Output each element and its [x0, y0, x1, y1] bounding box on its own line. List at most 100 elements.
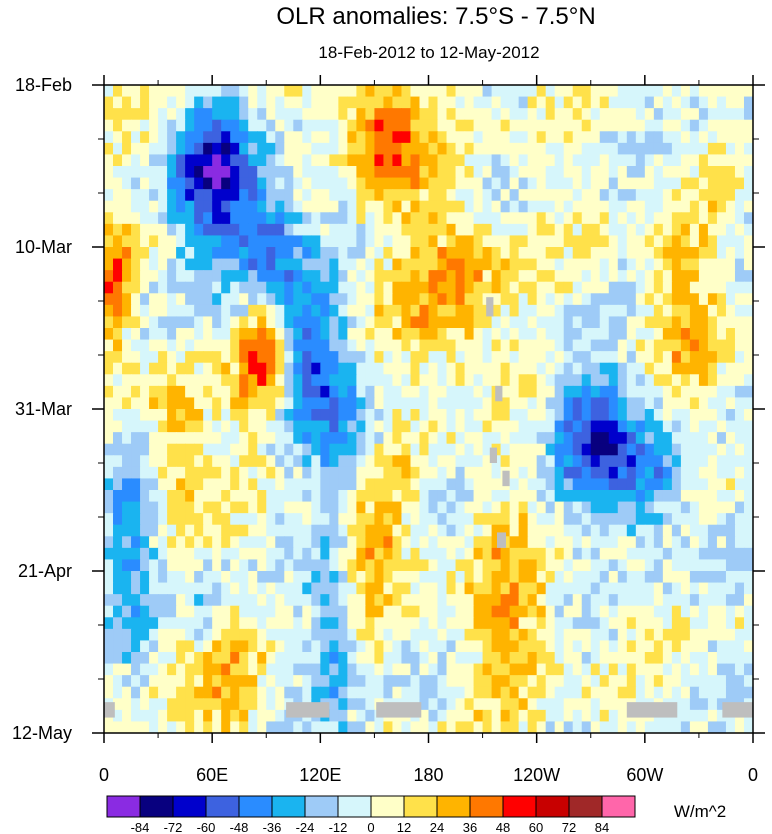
field-cell — [698, 247, 709, 260]
field-cell — [212, 547, 222, 561]
field-cell — [338, 339, 348, 352]
field-cell — [563, 466, 574, 480]
field-cell — [419, 223, 430, 237]
field-cell — [419, 189, 430, 202]
field-cell — [185, 455, 195, 468]
y-tick-label: 31-Mar — [15, 399, 72, 419]
field-cell — [689, 547, 700, 561]
field-cell — [473, 108, 484, 121]
field-cell — [113, 247, 123, 260]
field-cell — [482, 385, 493, 399]
field-cell — [437, 304, 448, 318]
field-cell — [230, 524, 240, 537]
field-cell — [572, 594, 583, 607]
field-cell — [221, 223, 231, 237]
field-cell — [248, 536, 258, 549]
field-cell — [302, 177, 312, 190]
field-cell — [311, 339, 321, 352]
field-cell — [194, 501, 204, 514]
field-cell — [509, 166, 520, 179]
field-cell — [707, 640, 718, 653]
field-cell — [338, 513, 348, 526]
field-cell — [104, 675, 114, 688]
field-cell — [212, 281, 222, 294]
colorbar-level-label: 72 — [562, 820, 576, 834]
field-cell — [599, 582, 610, 595]
field-cell — [725, 675, 736, 688]
field-cell — [167, 501, 177, 514]
field-cell — [644, 385, 655, 399]
field-cell — [581, 362, 592, 375]
field-cell — [653, 200, 664, 213]
field-cell — [212, 686, 222, 699]
field-cell — [563, 270, 574, 283]
field-cell — [221, 316, 231, 329]
field-cell — [194, 108, 204, 121]
field-cell — [428, 131, 439, 144]
field-cell — [635, 154, 646, 167]
field-cell — [725, 131, 736, 144]
field-cell — [734, 397, 745, 410]
field-cell — [716, 524, 727, 537]
colorbar-level-label: -24 — [296, 820, 315, 834]
field-cell — [257, 281, 267, 294]
field-cell — [473, 351, 484, 364]
field-cell — [662, 339, 673, 352]
field-cell — [653, 547, 664, 561]
field-cell — [437, 547, 448, 561]
field-cell — [446, 304, 457, 318]
field-cell — [635, 443, 646, 456]
field-cell — [131, 131, 141, 144]
field-cell — [410, 409, 421, 422]
field-cell — [563, 154, 574, 167]
field-cell — [122, 96, 132, 109]
field-cell — [383, 177, 394, 190]
field-cell — [248, 640, 258, 653]
field-cell — [617, 166, 628, 179]
field-cell — [329, 119, 339, 132]
field-cell — [446, 524, 457, 537]
field-cell — [437, 166, 448, 179]
field-cell — [644, 281, 655, 294]
field-cell — [131, 235, 141, 248]
field-cell — [104, 501, 114, 514]
field-cell — [635, 385, 646, 399]
field-cell — [464, 212, 475, 225]
field-cell — [311, 594, 321, 607]
field-cell — [563, 223, 574, 237]
field-cell — [644, 501, 655, 514]
field-cell — [545, 524, 556, 537]
field-cell — [455, 177, 466, 190]
field-cell — [356, 640, 366, 653]
field-cell — [500, 397, 511, 410]
field-cell — [455, 212, 466, 225]
field-cell — [428, 524, 439, 537]
field-cell — [608, 478, 619, 491]
field-cell — [590, 721, 601, 733]
field-cell — [158, 686, 168, 699]
field-cell — [464, 594, 475, 607]
field-cell — [500, 698, 511, 711]
field-cell — [653, 455, 664, 468]
field-cell — [122, 652, 132, 665]
field-cell — [716, 247, 727, 260]
field-cell — [590, 605, 601, 618]
field-cell — [293, 524, 303, 537]
colorbar-swatch — [139, 795, 174, 818]
field-cell — [275, 293, 285, 306]
field-cell — [248, 362, 258, 375]
colorbar-swatch — [304, 795, 339, 818]
field-cell — [347, 420, 357, 433]
field-cell — [104, 177, 114, 190]
field-cell — [536, 235, 547, 248]
field-cell — [509, 455, 520, 468]
field-cell — [158, 119, 168, 132]
field-cell — [554, 559, 565, 572]
field-cell — [185, 200, 195, 213]
field-cell — [275, 281, 285, 294]
field-cell — [248, 628, 258, 642]
field-cell — [230, 385, 240, 399]
field-cell — [230, 339, 240, 352]
field-cell — [212, 385, 222, 399]
field-cell — [248, 709, 258, 723]
